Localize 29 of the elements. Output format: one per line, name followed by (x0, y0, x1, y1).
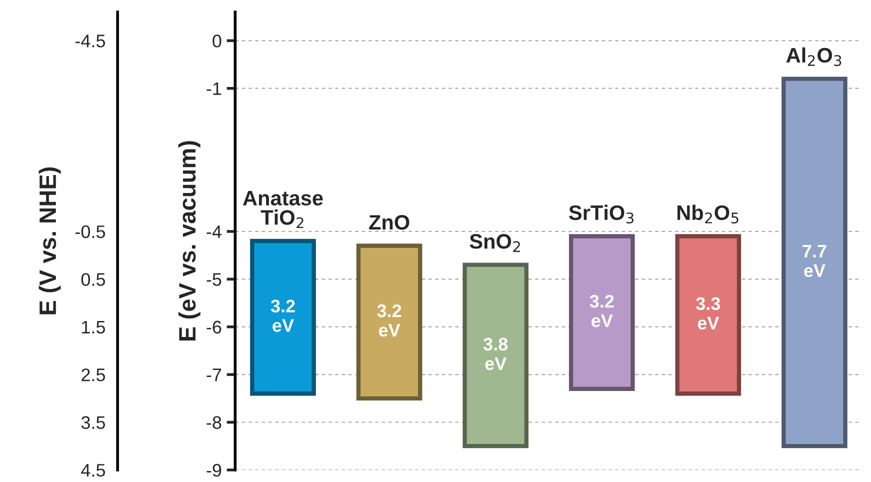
y-tick-label: -6 (206, 320, 222, 334)
data-label: 3.3 eV (696, 297, 720, 330)
y2-axis-title: E (V vs. NHE) (38, 167, 61, 314)
x-tick-label: SrTiO$_{3}$ (569, 204, 634, 224)
y-tick-label: -8 (206, 416, 222, 429)
y2-tick-label: 1.5 (82, 320, 106, 334)
y-tick-label: -1 (206, 82, 222, 95)
y-tick-label: -7 (206, 368, 222, 382)
y2-tick-label: 4.5 (81, 464, 106, 477)
data-label: 7.7 eV (802, 244, 826, 278)
data-label: 3.8 eV (483, 338, 508, 370)
y-tick-label: -5 (206, 273, 222, 286)
data-label: 3.2 eV (270, 300, 295, 332)
data-label: 3.2 eV (590, 294, 614, 328)
y-tick-label: 0 (212, 34, 222, 48)
y2-tick-label: 2.5 (82, 368, 106, 382)
y2-tick-label: -0.5 (75, 225, 106, 238)
x-tick-label: Al$_{2}$O$_{3}$ (786, 47, 842, 66)
x-tick-label: Anatase TiO$_{2}$ (242, 191, 323, 228)
data-label: 3.2 eV (377, 304, 402, 337)
y-tick-label: -4 (206, 226, 222, 238)
x-tick-label: ZnO (369, 214, 410, 230)
y2-tick-label: 3.5 (81, 416, 106, 429)
y2-tick-label: -4.5 (75, 34, 106, 48)
y2-tick-label: 0.5 (81, 273, 106, 286)
y-tick-label: -9 (206, 464, 222, 477)
x-tick-label: SnO$_{2}$ (470, 234, 520, 252)
y-axis-title: E (eV vs. vacuum) (178, 141, 200, 340)
x-tick-label: Nb$_{2}$O$_{5}$ (677, 204, 738, 224)
